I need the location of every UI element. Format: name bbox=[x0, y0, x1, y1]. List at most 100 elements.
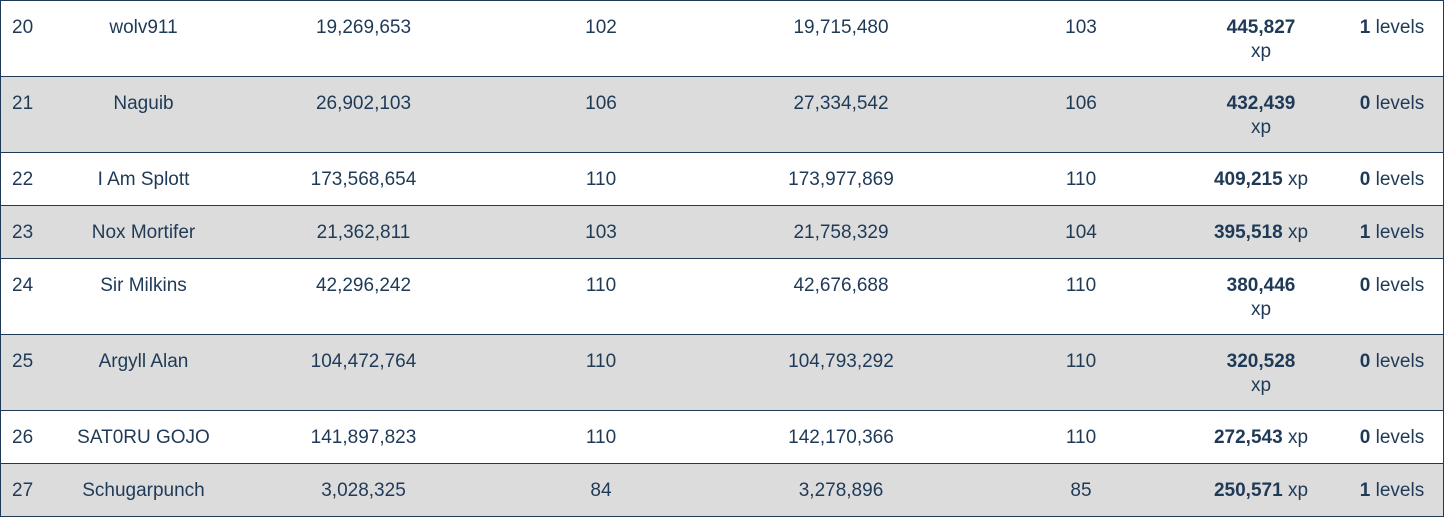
xp-gained-cell: 380,446 xp bbox=[1181, 259, 1341, 335]
xp-gained-cell: 445,827 xp bbox=[1181, 1, 1341, 77]
xp-gained-value: 320,528 bbox=[1226, 351, 1296, 372]
table-row: 27 Schugarpunch 3,028,325 84 3,278,896 8… bbox=[1, 463, 1443, 517]
levels-unit: levels bbox=[1375, 275, 1425, 296]
table-row: 21 Naguib 26,902,103 106 27,334,542 106 … bbox=[1, 76, 1443, 153]
xp-unit: xp bbox=[1250, 41, 1272, 62]
table-row: 22 I Am Splott 173,568,654 110 173,977,8… bbox=[1, 152, 1443, 206]
levels-unit: levels bbox=[1375, 169, 1425, 190]
level-start-cell: 110 bbox=[585, 169, 617, 190]
xp-gained-value: 445,827 bbox=[1226, 17, 1296, 38]
levels-gained-value: 0 bbox=[1359, 275, 1371, 296]
rank-cell: 24 bbox=[12, 275, 34, 296]
rank-cell: 25 bbox=[12, 351, 34, 372]
level-end-cell: 104 bbox=[1065, 222, 1097, 243]
levels-gained-value: 1 bbox=[1359, 480, 1371, 501]
levels-unit: levels bbox=[1375, 427, 1425, 448]
xp-gained-cell: 409,215 xp bbox=[1181, 153, 1341, 206]
levels-unit: levels bbox=[1375, 351, 1425, 372]
xp-end-cell: 3,278,896 bbox=[798, 480, 884, 501]
levels-gained-cell: 0 levels bbox=[1341, 77, 1443, 153]
level-start-cell: 110 bbox=[585, 351, 617, 372]
levels-gained-cell: 0 levels bbox=[1341, 335, 1443, 411]
xp-end-cell: 104,793,292 bbox=[788, 351, 894, 372]
table-row: 23 Nox Mortifer 21,362,811 103 21,758,32… bbox=[1, 205, 1443, 259]
rank-cell: 20 bbox=[12, 17, 34, 38]
level-start-cell: 102 bbox=[585, 17, 617, 38]
rank-cell: 26 bbox=[12, 427, 34, 448]
player-name-cell: SAT0RU GOJO bbox=[77, 427, 210, 448]
level-start-cell: 106 bbox=[585, 93, 617, 114]
levels-unit: levels bbox=[1375, 222, 1425, 243]
xp-gained-cell: 320,528 xp bbox=[1181, 335, 1341, 411]
xp-end-cell: 42,676,688 bbox=[793, 275, 889, 296]
player-name-cell: Nox Mortifer bbox=[91, 222, 196, 243]
xp-end-cell: 27,334,542 bbox=[793, 93, 889, 114]
table-row: 25 Argyll Alan 104,472,764 110 104,793,2… bbox=[1, 334, 1443, 411]
xp-start-cell: 21,362,811 bbox=[316, 222, 411, 243]
rank-cell: 21 bbox=[12, 93, 34, 114]
xp-unit: xp bbox=[1250, 117, 1272, 138]
xp-end-cell: 21,758,329 bbox=[793, 222, 889, 243]
xp-start-cell: 19,269,653 bbox=[315, 17, 412, 38]
xp-end-cell: 142,170,366 bbox=[788, 427, 894, 448]
levels-unit: levels bbox=[1375, 480, 1425, 501]
xp-start-cell: 26,902,103 bbox=[315, 93, 412, 114]
levels-gained-cell: 1 levels bbox=[1341, 464, 1443, 517]
xp-end-cell: 173,977,869 bbox=[788, 169, 894, 190]
player-name-cell: Schugarpunch bbox=[82, 480, 205, 501]
player-name-cell: Sir Milkins bbox=[100, 275, 187, 296]
xp-start-cell: 173,568,654 bbox=[310, 169, 417, 190]
levels-gained-value: 0 bbox=[1359, 93, 1371, 114]
level-end-cell: 110 bbox=[1065, 427, 1097, 448]
levels-unit: levels bbox=[1375, 93, 1425, 114]
level-end-cell: 85 bbox=[1070, 480, 1092, 501]
level-end-cell: 110 bbox=[1065, 169, 1097, 190]
xp-gained-value: 395,518 bbox=[1213, 222, 1283, 243]
xp-gained-cell: 250,571 xp bbox=[1181, 464, 1341, 517]
player-name-cell: wolv911 bbox=[109, 17, 178, 38]
level-start-cell: 110 bbox=[585, 275, 617, 296]
xp-gained-cell: 395,518 xp bbox=[1181, 206, 1341, 259]
levels-gained-value: 0 bbox=[1359, 351, 1371, 372]
table-row: 24 Sir Milkins 42,296,242 110 42,676,688… bbox=[1, 258, 1443, 335]
xp-end-cell: 19,715,480 bbox=[793, 17, 889, 38]
player-name-cell: I Am Splott bbox=[97, 169, 190, 190]
level-end-cell: 103 bbox=[1065, 17, 1097, 38]
table-row: 26 SAT0RU GOJO 141,897,823 110 142,170,3… bbox=[1, 410, 1443, 464]
xp-gained-value: 380,446 bbox=[1226, 275, 1296, 296]
level-end-cell: 110 bbox=[1065, 351, 1097, 372]
levels-gained-cell: 1 levels bbox=[1341, 1, 1443, 77]
levels-gained-value: 1 bbox=[1359, 222, 1371, 243]
table-row: 20 wolv911 19,269,653 102 19,715,480 103… bbox=[1, 0, 1443, 77]
xp-unit: xp bbox=[1287, 427, 1309, 448]
xp-unit: xp bbox=[1287, 222, 1309, 243]
xp-unit: xp bbox=[1250, 299, 1272, 320]
levels-gained-cell: 0 levels bbox=[1341, 153, 1443, 206]
levels-unit: levels bbox=[1375, 17, 1425, 38]
levels-gained-value: 1 bbox=[1359, 17, 1371, 38]
levels-gained-value: 0 bbox=[1359, 427, 1371, 448]
xp-unit: xp bbox=[1287, 169, 1309, 190]
player-name-cell: Naguib bbox=[113, 93, 174, 114]
levels-gained-value: 0 bbox=[1359, 169, 1371, 190]
rank-cell: 22 bbox=[12, 169, 34, 190]
xp-gained-cell: 432,439 xp bbox=[1181, 77, 1341, 153]
player-name-cell: Argyll Alan bbox=[98, 351, 189, 372]
levels-gained-cell: 0 levels bbox=[1341, 259, 1443, 335]
xp-start-cell: 104,472,764 bbox=[310, 351, 417, 372]
levels-gained-cell: 1 levels bbox=[1341, 206, 1443, 259]
xp-start-cell: 42,296,242 bbox=[315, 275, 412, 296]
rank-cell: 23 bbox=[12, 222, 34, 243]
rank-cell: 27 bbox=[12, 480, 34, 501]
level-start-cell: 84 bbox=[590, 480, 612, 501]
xp-start-cell: 3,028,325 bbox=[321, 480, 406, 501]
xp-gained-value: 250,571 bbox=[1213, 480, 1283, 501]
levels-gained-cell: 0 levels bbox=[1341, 411, 1443, 464]
level-start-cell: 103 bbox=[585, 222, 617, 243]
level-end-cell: 106 bbox=[1065, 93, 1097, 114]
xp-unit: xp bbox=[1250, 375, 1272, 396]
xp-start-cell: 141,897,823 bbox=[310, 427, 417, 448]
